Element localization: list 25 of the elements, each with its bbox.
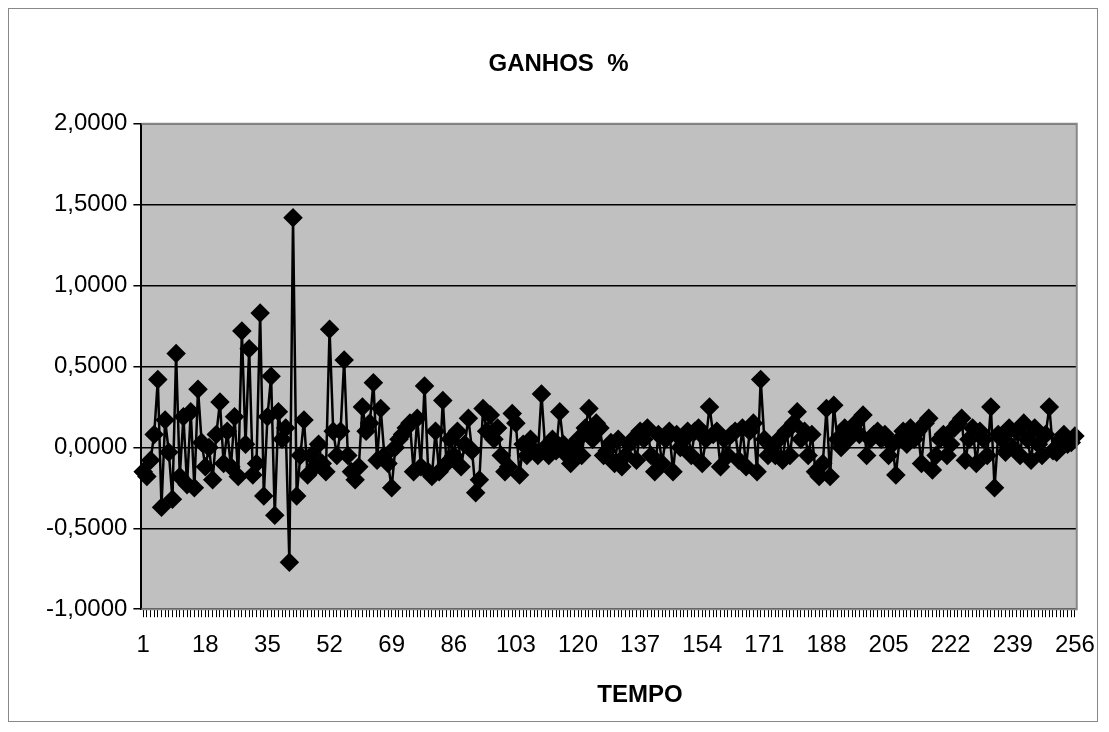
chart-title: GANHOS % — [488, 49, 629, 77]
x-tick-label: 256 — [1054, 630, 1095, 658]
x-tick-label: 18 — [191, 630, 219, 658]
y-tick-label: 0,0000 — [53, 432, 128, 460]
x-tick-label: 120 — [557, 630, 599, 658]
x-tick-label: 103 — [495, 630, 536, 658]
y-tick-label: 2,0000 — [53, 108, 128, 136]
x-axis-title: TEMPO — [596, 680, 684, 708]
x-tick-label: 1 — [136, 630, 150, 658]
x-tick-label: 52 — [316, 630, 343, 658]
x-tick-label: 171 — [744, 630, 785, 658]
y-tick-label: -0,5000 — [45, 512, 128, 540]
x-tick-label: 137 — [620, 630, 661, 658]
x-tick-label: 188 — [806, 630, 847, 658]
y-tick-label: 1,0000 — [53, 270, 128, 298]
x-tick-label: 154 — [682, 630, 723, 658]
x-tick-label: 205 — [868, 630, 909, 658]
y-tick-label: 0,5000 — [53, 351, 128, 379]
x-tick-label: 69 — [378, 630, 406, 658]
y-tick-label: 1,5000 — [53, 189, 128, 217]
x-tick-label: 222 — [930, 630, 971, 658]
x-tick-label: 35 — [254, 630, 281, 658]
x-tick-label: 239 — [992, 630, 1033, 658]
y-tick-label: -1,0000 — [45, 593, 128, 621]
x-tick-label: 86 — [440, 630, 468, 658]
